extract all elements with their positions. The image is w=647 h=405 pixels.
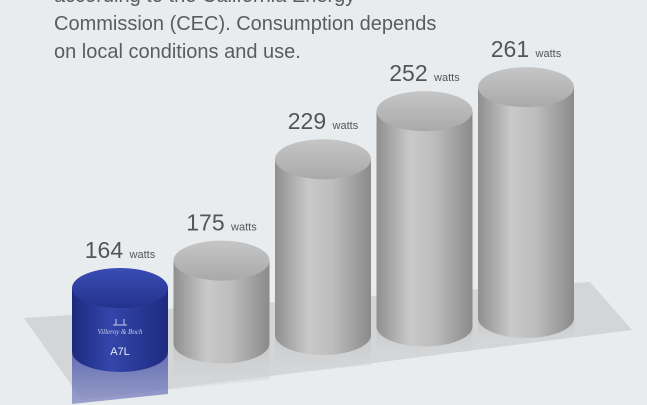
value-unit: watts <box>230 222 257 234</box>
value-label: 164 watts <box>85 237 156 263</box>
value-label: 252 watts <box>389 60 460 86</box>
bar-5: 261 watts <box>478 36 574 346</box>
bar-body <box>275 159 371 355</box>
value-number: 164 <box>85 237 130 263</box>
value-label: 261 watts <box>491 36 562 62</box>
bar-reflection <box>72 352 168 404</box>
intro-text: according to the California Energy Commi… <box>54 0 437 66</box>
bar-1: 164 watts Villeroy & Boch A7L <box>72 237 168 404</box>
value-unit: watts <box>535 48 562 60</box>
intro-line-3: on local conditions and use. <box>54 41 301 63</box>
value-number: 252 <box>389 60 434 86</box>
value-label: 229 watts <box>288 108 359 134</box>
value-label: 175 watts <box>186 210 257 236</box>
bar-body <box>72 288 168 372</box>
value-unit: watts <box>433 72 460 84</box>
value-unit: watts <box>332 120 359 132</box>
bar-body <box>376 111 473 347</box>
brand-logo: Villeroy & Boch <box>97 319 143 336</box>
bar-top <box>376 91 473 132</box>
bar-top <box>173 240 270 281</box>
value-unit: watts <box>129 249 156 261</box>
bar-3: 229 watts <box>275 108 371 375</box>
bar-body <box>173 260 270 364</box>
value-number: 261 <box>491 36 536 62</box>
bar-2: 175 watts <box>173 210 270 390</box>
bar-top <box>275 139 371 180</box>
bar-top <box>72 268 168 308</box>
intro-line-1: according to the California Energy <box>54 0 434 10</box>
intro-line-2: Commission (CEC). Consumption depends <box>54 13 437 35</box>
product-label: A7L <box>110 346 130 358</box>
value-number: 175 <box>186 210 231 236</box>
bar-body <box>478 87 574 338</box>
bar-reflection <box>173 343 270 390</box>
brand-emblem <box>113 319 127 326</box>
bar-reflection <box>478 318 574 346</box>
bar-top <box>478 67 574 108</box>
bar-4: 252 watts <box>376 60 473 361</box>
bar-reflection <box>376 326 473 361</box>
brand-text: Villeroy & Boch <box>97 328 143 336</box>
value-number: 229 <box>288 108 333 134</box>
